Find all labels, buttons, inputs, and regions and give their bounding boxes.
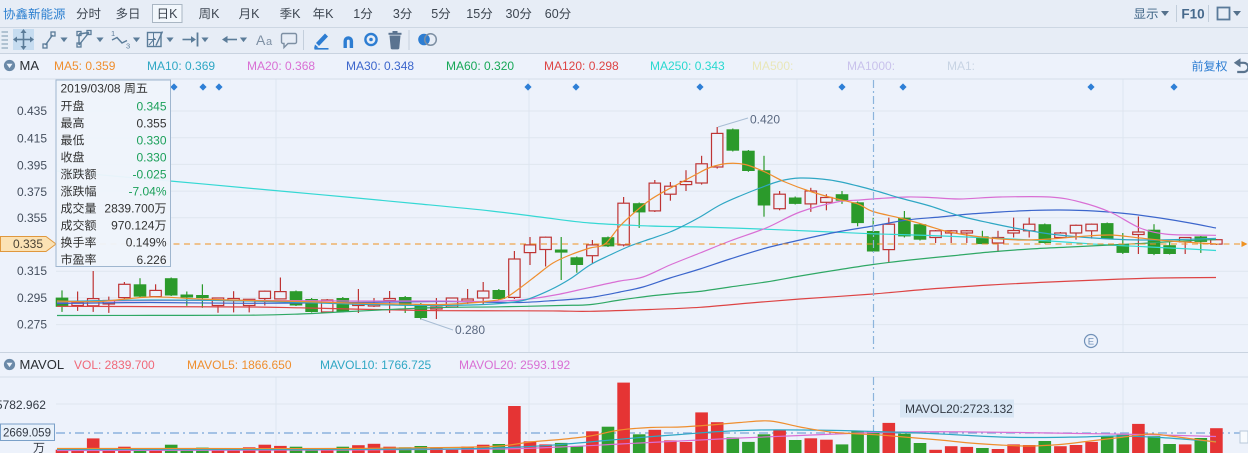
svg-text:-7.04%: -7.04%	[129, 185, 167, 199]
svg-text:MA1000:: MA1000:	[847, 59, 895, 73]
svg-text:MA: MA	[20, 58, 40, 73]
svg-text:MA60: 0.320: MA60: 0.320	[446, 59, 514, 73]
svg-text:K: K	[169, 7, 178, 21]
svg-text:1: 1	[353, 7, 360, 21]
svg-text:MA10: 0.369: MA10: 0.369	[147, 59, 215, 73]
svg-text:MA500:: MA500:	[752, 59, 793, 73]
svg-text:0.330: 0.330	[137, 133, 167, 147]
svg-text:0.345: 0.345	[137, 99, 167, 113]
svg-text:2669.059: 2669.059	[3, 428, 51, 440]
svg-text:MA20: 0.368: MA20: 0.368	[247, 59, 315, 73]
svg-text:0.315: 0.315	[17, 264, 47, 278]
svg-text:MAVOL20: 2593.192: MAVOL20: 2593.192	[459, 358, 571, 372]
svg-text:VOL: 2839.700: VOL: 2839.700	[74, 358, 155, 372]
svg-text:0.355: 0.355	[137, 116, 167, 130]
svg-text:0.149%: 0.149%	[126, 236, 167, 250]
svg-text:0.280: 0.280	[455, 323, 485, 337]
svg-text:MA5: 0.359: MA5: 0.359	[54, 59, 116, 73]
svg-text:K: K	[325, 7, 334, 21]
svg-text:0.275: 0.275	[17, 317, 47, 331]
svg-text:K: K	[251, 7, 260, 21]
svg-text:3: 3	[126, 42, 130, 51]
svg-text:5: 5	[431, 7, 438, 21]
svg-text:6.226: 6.226	[137, 253, 167, 267]
svg-text:MAVOL5: 1866.650: MAVOL5: 1866.650	[187, 358, 292, 372]
svg-text:15: 15	[466, 7, 480, 21]
svg-text:MA120: 0.298: MA120: 0.298	[544, 59, 619, 73]
svg-text:0.435: 0.435	[17, 104, 47, 118]
svg-text:MAVOL20:2723.132: MAVOL20:2723.132	[905, 402, 1013, 416]
svg-text:2839.700: 2839.700	[104, 202, 154, 216]
svg-text:0.415: 0.415	[17, 131, 47, 145]
svg-text:30: 30	[506, 7, 520, 21]
svg-text:MAVOL: MAVOL	[20, 357, 65, 372]
svg-text:5782.962: 5782.962	[0, 398, 46, 412]
svg-text:A: A	[256, 32, 266, 48]
svg-text:MA250: 0.343: MA250: 0.343	[650, 59, 725, 73]
svg-text:1: 1	[111, 29, 115, 38]
svg-text:0.395: 0.395	[17, 159, 47, 173]
svg-text:0.420: 0.420	[750, 113, 780, 127]
svg-text:0.335: 0.335	[13, 237, 43, 251]
svg-text:MAVOL10: 1766.725: MAVOL10: 1766.725	[320, 358, 432, 372]
svg-text:a: a	[266, 36, 273, 48]
svg-text:K: K	[292, 7, 301, 21]
svg-text:0.375: 0.375	[17, 185, 47, 199]
svg-text:60: 60	[545, 7, 559, 21]
svg-text:0.355: 0.355	[17, 211, 47, 225]
svg-text:2019/03/08: 2019/03/08	[61, 82, 124, 96]
svg-text:0.295: 0.295	[17, 291, 47, 305]
svg-text:970.124: 970.124	[111, 219, 155, 233]
svg-text:F10: F10	[1181, 7, 1204, 22]
svg-text:3: 3	[393, 7, 400, 21]
svg-text:MA30: 0.348: MA30: 0.348	[346, 59, 414, 73]
svg-text:-0.025: -0.025	[133, 168, 167, 182]
svg-text:MA1:: MA1:	[947, 59, 975, 73]
svg-text:0.330: 0.330	[137, 151, 167, 165]
svg-text:E: E	[1088, 337, 1094, 348]
svg-text:K: K	[211, 7, 220, 21]
